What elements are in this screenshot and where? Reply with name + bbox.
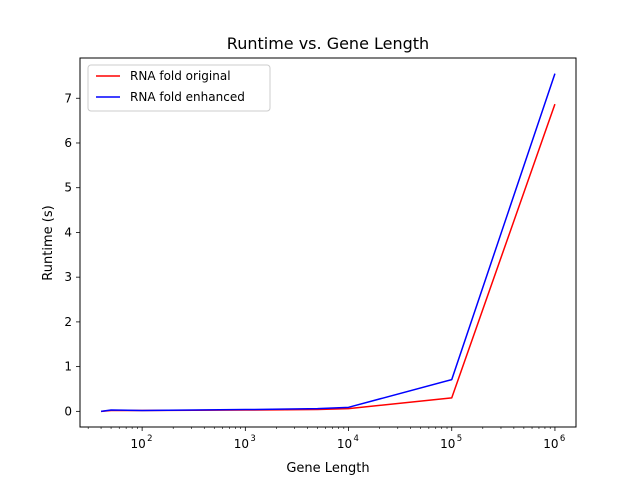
x-tick-exponent: 5 — [457, 434, 462, 444]
x-tick-label: 10 — [337, 437, 352, 451]
x-tick-label: 10 — [234, 437, 249, 451]
y-tick-label: 0 — [64, 404, 72, 418]
legend-label: RNA fold enhanced — [130, 90, 245, 104]
y-tick-label: 4 — [64, 225, 72, 239]
x-tick-exponent: 4 — [354, 434, 359, 444]
y-axis-ticks: 0 1 2 3 4 5 6 7 — [64, 91, 80, 418]
y-tick-label: 6 — [64, 136, 72, 150]
x-tick-exponent: 2 — [147, 434, 152, 444]
chart-title: Runtime vs. Gene Length — [227, 34, 429, 53]
y-axis-label: Runtime (s) — [41, 205, 56, 280]
x-axis-label: Gene Length — [286, 461, 369, 476]
y-tick-label: 2 — [64, 315, 72, 329]
legend-box — [87, 64, 271, 112]
y-tick-label: 3 — [64, 270, 72, 284]
x-tick-label: 10 — [130, 437, 145, 451]
legend-label: RNA fold original — [130, 69, 231, 83]
series-line-1 — [100, 73, 556, 413]
series-lines — [100, 73, 556, 413]
x-tick-label: 10 — [440, 437, 455, 451]
legend: RNA fold original RNA fold enhanced — [87, 64, 271, 112]
axes-frame — [79, 57, 577, 428]
x-tick-exponent: 3 — [250, 434, 255, 444]
x-tick-label: 10 — [543, 437, 558, 451]
y-tick-label: 5 — [64, 181, 72, 195]
y-tick-label: 7 — [64, 91, 72, 105]
x-tick-exponent: 6 — [560, 434, 565, 444]
x-axis-ticks: 10 2 10 3 10 4 10 5 10 6 — [87, 427, 565, 451]
y-tick-label: 1 — [64, 360, 72, 374]
